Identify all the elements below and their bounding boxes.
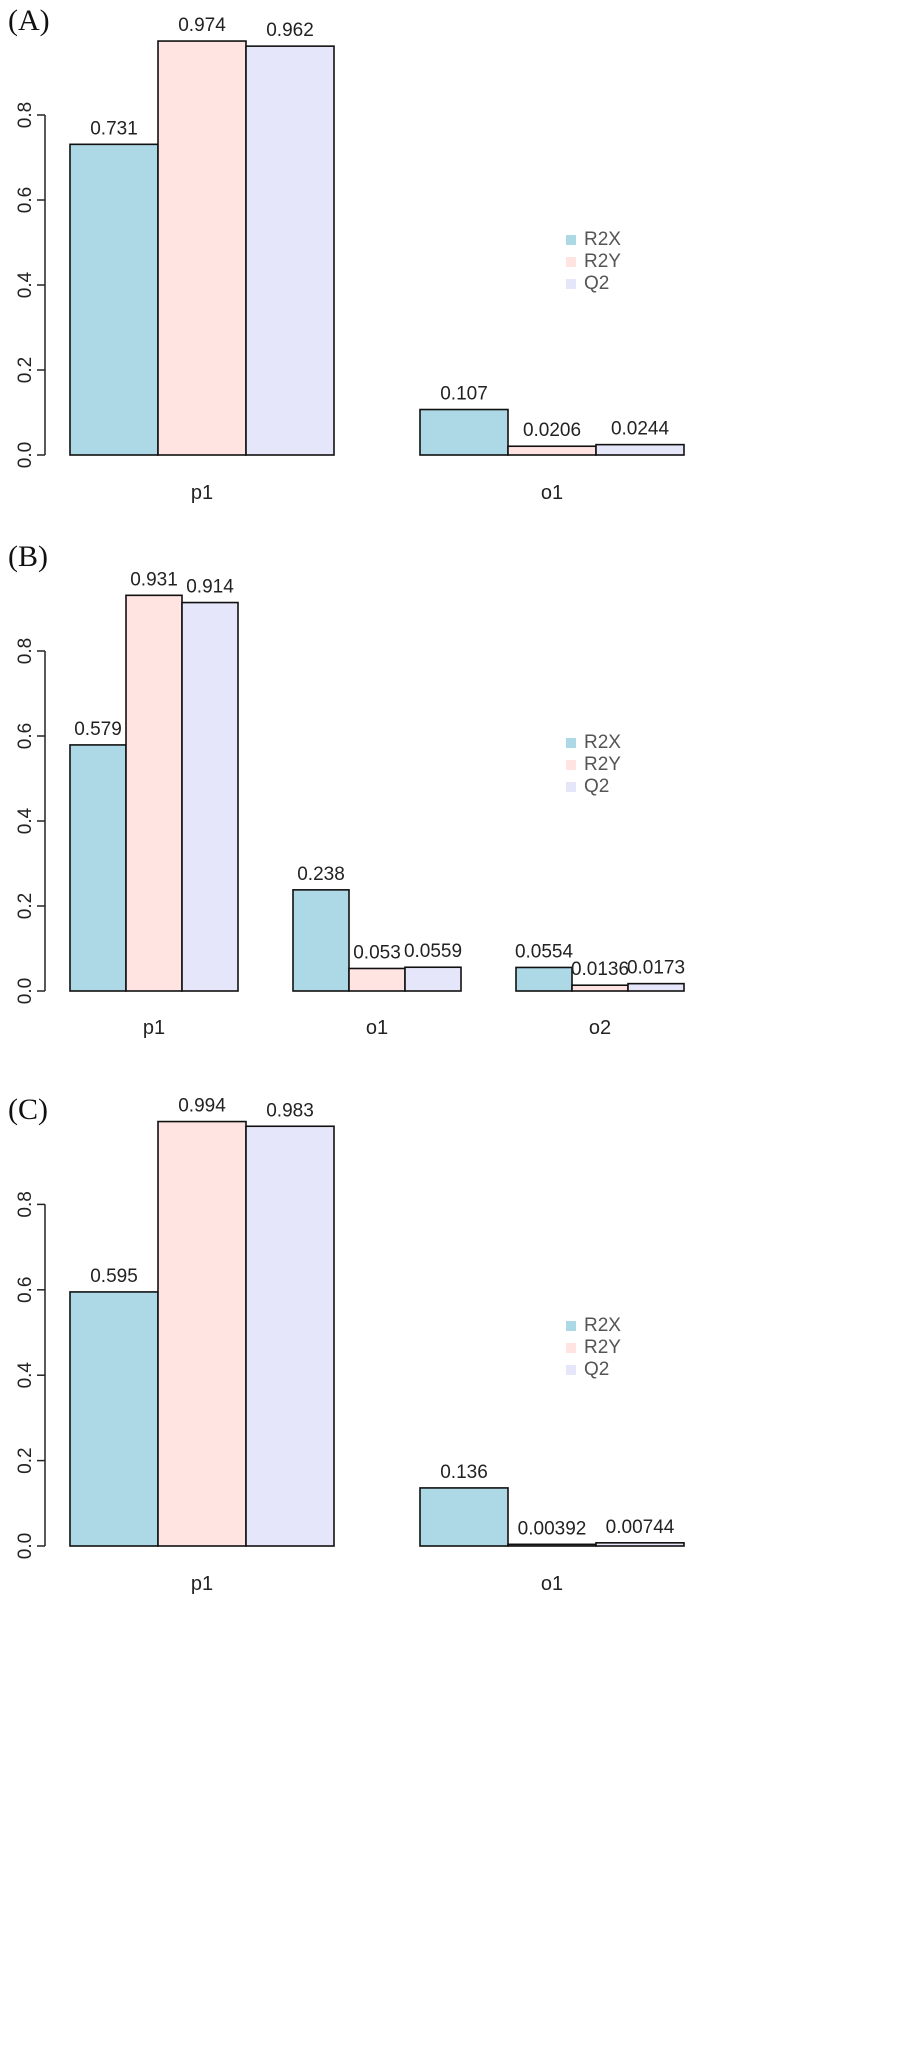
panel-label: (C) — [8, 1093, 48, 1126]
data-label: 0.962 — [266, 20, 314, 41]
y-tick-label: 0.6 — [15, 723, 36, 749]
legend-label-q2: Q2 — [584, 776, 609, 797]
bar-q2-p1 — [245, 45, 335, 456]
data-label: 0.994 — [178, 1096, 226, 1117]
y-tick-label: 0.8 — [15, 638, 36, 664]
bar-r2y-p1 — [125, 594, 183, 992]
legend-label-r2y: R2Y — [584, 251, 621, 272]
y-tick-label: 0.6 — [15, 1277, 36, 1303]
legend-swatch-q2 — [566, 782, 576, 792]
y-tick-label: 0.2 — [15, 893, 36, 919]
data-label: 0.00744 — [606, 1517, 675, 1538]
data-label: 0.0244 — [611, 419, 670, 440]
legend-label-r2y: R2Y — [584, 1337, 621, 1358]
data-label: 0.974 — [178, 15, 226, 36]
y-tick-label: 0.0 — [15, 978, 36, 1004]
bar-r2y-o1 — [507, 1543, 597, 1547]
legend-label-r2x: R2X — [584, 1315, 621, 1336]
legend-label-r2x: R2X — [584, 732, 621, 753]
legend-swatch-q2 — [566, 1365, 576, 1375]
bar-r2y-p1 — [157, 40, 247, 456]
data-label: 0.136 — [440, 1462, 488, 1483]
y-tick-label: 0.8 — [15, 1191, 36, 1217]
legend-swatch-r2y — [566, 257, 576, 267]
data-label: 0.0206 — [523, 420, 581, 441]
bar-r2y-o2 — [571, 984, 629, 992]
data-label: 0.00392 — [518, 1518, 587, 1539]
bar-r2x-o1 — [292, 889, 350, 992]
x-category-label: o1 — [541, 482, 563, 504]
y-tick-label: 0.4 — [15, 1362, 36, 1389]
panel-label: (B) — [8, 540, 48, 573]
chart-panel-b: (B) 0.0 0.2 0.4 0.6 0.8 0.579 0.931 0.914 p1 0.238… — [8, 540, 685, 1039]
bar-r2y-o1 — [348, 967, 406, 992]
bar-q2-p1 — [245, 1125, 335, 1547]
data-label: 0.0136 — [571, 959, 629, 980]
legend-label-r2x: R2X — [584, 229, 621, 250]
legend-swatch-r2y — [566, 760, 576, 770]
bar-q2-p1 — [181, 601, 239, 992]
data-label: 0.931 — [130, 569, 178, 590]
data-label: 0.0173 — [627, 958, 685, 979]
y-tick-label: 0.2 — [15, 1447, 36, 1473]
bar-r2y-o1 — [507, 445, 597, 456]
y-tick-label: 0.4 — [15, 271, 36, 298]
y-tick-label: 0.6 — [15, 187, 36, 213]
bar-q2-o1 — [595, 1542, 685, 1547]
legend-swatch-r2x — [566, 1321, 576, 1331]
bar-r2x-p1 — [69, 1291, 159, 1547]
y-tick-label: 0.0 — [15, 442, 36, 468]
x-category-label: o1 — [541, 1573, 563, 1595]
y-tick-label: 0.4 — [15, 807, 36, 834]
data-label: 0.238 — [297, 864, 345, 885]
legend-label-q2: Q2 — [584, 1359, 609, 1380]
bar-r2x-o2 — [515, 966, 573, 992]
x-category-label: p1 — [191, 482, 213, 504]
legend-swatch-r2x — [566, 738, 576, 748]
data-label: 0.0554 — [515, 941, 574, 962]
bar-q2-o2 — [627, 982, 685, 992]
y-tick-label: 0.2 — [15, 357, 36, 383]
data-label: 0.107 — [440, 384, 488, 405]
chart-panel-c: (C) 0.0 0.2 0.4 0.6 0.8 0.595 0.994 0.983 p1 0.136… — [8, 1093, 685, 1595]
bar-r2x-p1 — [69, 744, 127, 992]
data-label: 0.914 — [186, 577, 234, 598]
y-tick-label: 0.8 — [15, 102, 36, 128]
data-label: 0.983 — [266, 1100, 314, 1121]
chart-panel-a: (A) 0.0 0.2 0.4 0.6 0.8 0.731 0.974 0.962 p1 0.107… — [8, 4, 685, 504]
data-label: 0.595 — [90, 1266, 138, 1287]
data-label: 0.0559 — [404, 941, 462, 962]
data-label: 0.053 — [353, 942, 401, 963]
bar-q2-o1 — [404, 966, 462, 992]
bar-r2x-o1 — [419, 408, 509, 456]
legend-swatch-r2x — [566, 235, 576, 245]
legend-label-q2: Q2 — [584, 273, 609, 294]
x-category-label: o2 — [589, 1017, 611, 1039]
bar-r2y-p1 — [157, 1120, 247, 1547]
panel-label: (A) — [8, 4, 50, 37]
x-category-label: p1 — [191, 1573, 213, 1595]
data-label: 0.579 — [74, 719, 122, 740]
legend-swatch-r2y — [566, 1343, 576, 1353]
bar-r2x-p1 — [69, 143, 159, 456]
x-category-label: p1 — [143, 1017, 165, 1039]
legend-swatch-q2 — [566, 279, 576, 289]
bar-q2-o1 — [595, 443, 685, 456]
bar-r2x-o1 — [419, 1487, 509, 1547]
legend-label-r2y: R2Y — [584, 754, 621, 775]
data-label: 0.731 — [90, 118, 138, 139]
x-category-label: o1 — [366, 1017, 388, 1039]
y-tick-label: 0.0 — [15, 1533, 36, 1559]
